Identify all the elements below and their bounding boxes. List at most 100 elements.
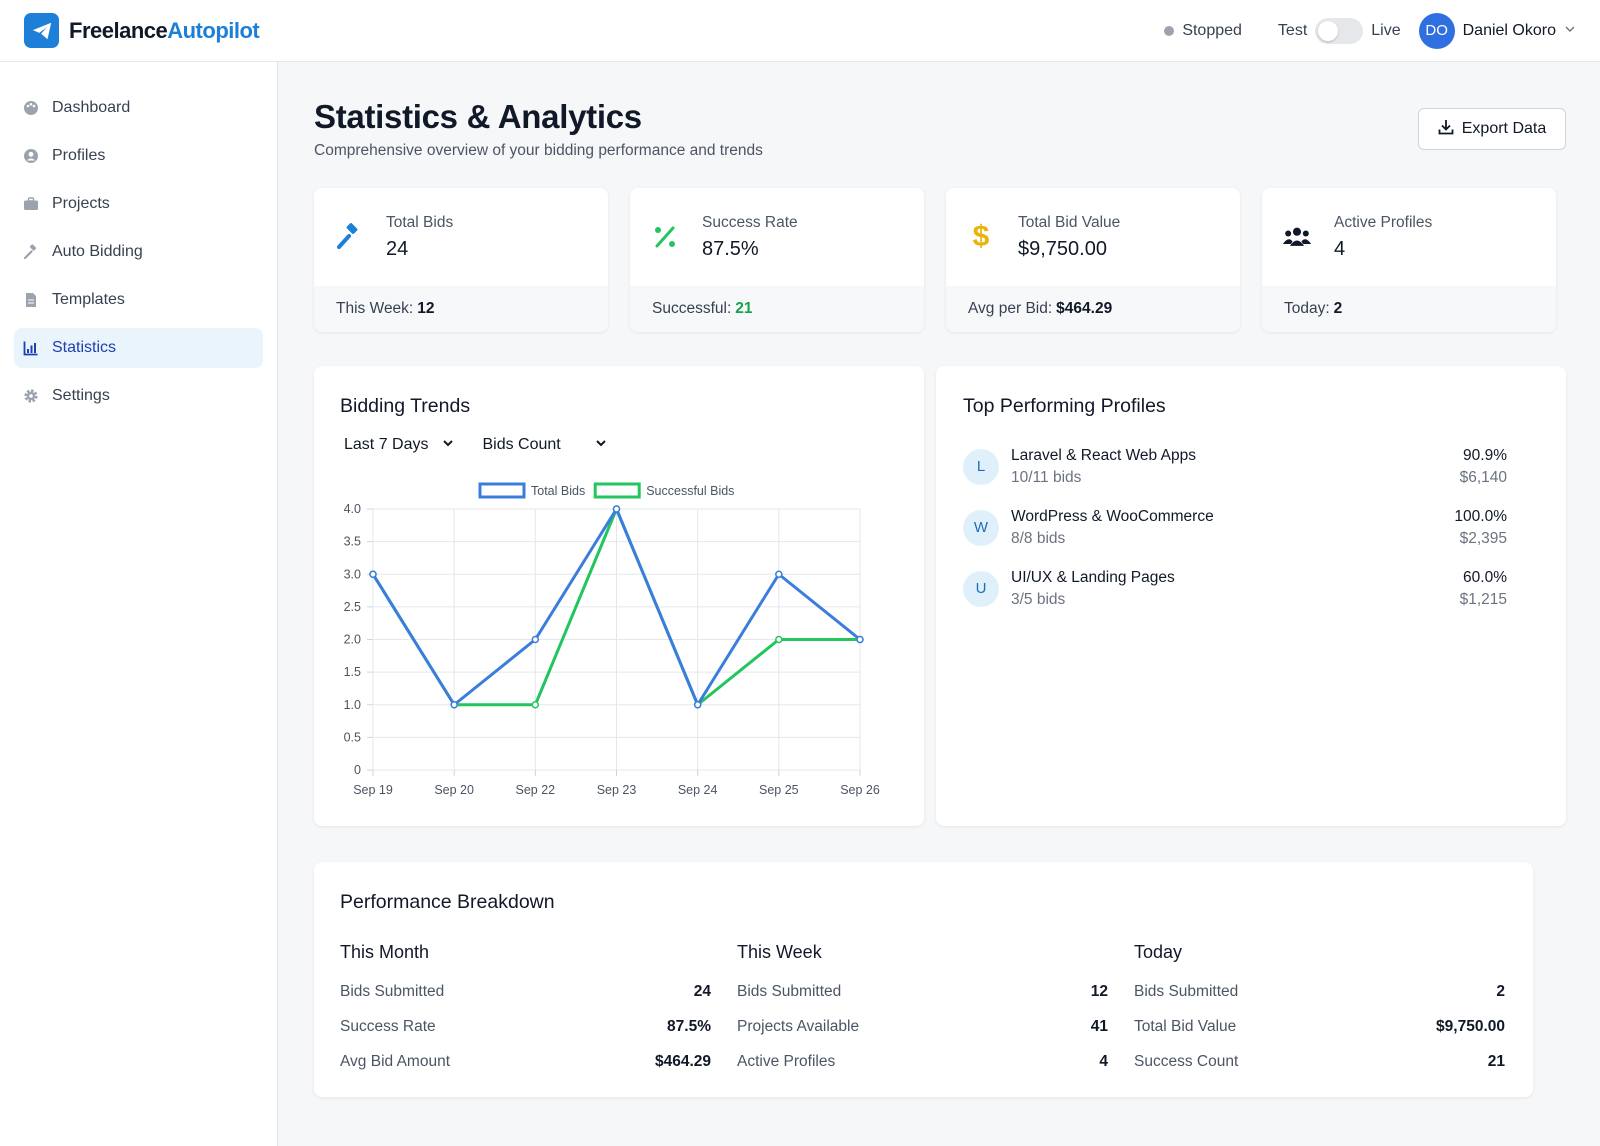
profile-name: UI/UX & Landing Pages <box>1011 568 1175 586</box>
paper-plane-icon <box>24 13 59 48</box>
stat-value: 24 <box>386 237 409 260</box>
sidebar-item-auto-bidding[interactable]: Auto Bidding <box>14 232 263 272</box>
chevron-down-icon <box>442 436 454 454</box>
x-tick-label: Sep 25 <box>759 783 799 797</box>
profile-list: L Laravel & React Web Apps 10/11 bids 90… <box>963 436 1507 619</box>
sidebar-item-label: Dashboard <box>52 99 131 116</box>
briefcase-icon <box>22 196 39 213</box>
page-subtitle: Comprehensive overview of your bidding p… <box>314 142 763 159</box>
sidebar-item-dashboard[interactable]: Dashboard <box>14 88 263 128</box>
profile-bids: 10/11 bids <box>1011 468 1082 486</box>
breakdown-value: 12 <box>1090 982 1108 1000</box>
stat-foot-label: Successful: <box>652 300 732 317</box>
stat-label: Active Profiles <box>1334 213 1433 231</box>
dollar-icon: $ <box>972 220 990 253</box>
list-item[interactable]: W WordPress & WooCommerce 8/8 bids 100.0… <box>963 497 1507 558</box>
users-icon <box>1282 222 1312 252</box>
stat-foot-value: 21 <box>735 300 753 317</box>
stat-value: $9,750.00 <box>1018 237 1107 260</box>
sidebar-item-profiles[interactable]: Profiles <box>14 136 263 176</box>
breakdown-column-title: This Week <box>737 942 822 962</box>
stat-foot-label: Today: <box>1284 300 1330 317</box>
stat-card-total-bid-value: $ Total Bid Value $9,750.00 Avg per Bid:… <box>946 188 1240 332</box>
breakdown-row: Active Profiles 4 <box>737 1044 1108 1079</box>
sidebar-item-settings[interactable]: Settings <box>14 376 263 416</box>
metric-select-value: Bids Count <box>482 436 561 453</box>
sidebar-item-label: Statistics <box>52 339 117 356</box>
status-label: Stopped <box>1182 21 1242 39</box>
performance-breakdown-card: Performance Breakdown This Month Bids Su… <box>314 862 1533 1097</box>
profile-value: $1,215 <box>1459 590 1507 608</box>
breakdown-value: 24 <box>693 982 711 1000</box>
mode-live-label: Live <box>1371 21 1401 39</box>
download-icon <box>1438 119 1454 140</box>
y-tick-label: 0.5 <box>344 730 361 744</box>
profile-rate: 90.9% <box>1463 446 1507 464</box>
legend-swatch <box>593 482 641 499</box>
list-item[interactable]: L Laravel & React Web Apps 10/11 bids 90… <box>963 436 1507 497</box>
breakdown-value: 41 <box>1090 1017 1108 1035</box>
export-data-button[interactable]: Export Data <box>1418 108 1566 150</box>
breakdown-row: Success Count 21 <box>1134 1044 1505 1079</box>
sidebar-item-projects[interactable]: Projects <box>14 184 263 224</box>
chevron-down-icon <box>1564 22 1576 40</box>
top-profiles-card: Top Performing Profiles L Laravel & Reac… <box>936 366 1566 826</box>
mode-test-label: Test <box>1277 21 1308 39</box>
stat-card-total-bids: Total Bids 24 This Week: 12 <box>314 188 608 332</box>
top-profiles-title: Top Performing Profiles <box>963 395 1166 417</box>
x-tick-label: Sep 20 <box>434 783 474 797</box>
stat-cards: Total Bids 24 This Week: 12 Success Rate … <box>314 188 1566 332</box>
top-header: FreelanceAutopilot Stopped Test Live DO … <box>0 0 1600 62</box>
breakdown-value: 21 <box>1487 1052 1505 1070</box>
legend-label: Successful Bids <box>646 484 734 498</box>
profile-rate: 100.0% <box>1454 507 1507 525</box>
data-point <box>531 635 540 644</box>
stat-label: Total Bid Value <box>1018 213 1121 231</box>
y-tick-label: 0 <box>354 763 361 777</box>
metric-select[interactable]: Bids Count <box>478 436 610 454</box>
profile-bids: 8/8 bids <box>1011 529 1066 547</box>
data-point <box>531 701 540 709</box>
sidebar-item-label: Projects <box>52 195 110 212</box>
bot-status: Stopped <box>1164 22 1242 40</box>
data-point <box>856 635 864 644</box>
profile-avatar: U <box>963 570 999 607</box>
breakdown-value: 87.5% <box>667 1017 711 1035</box>
file-icon <box>22 292 39 309</box>
sidebar: Dashboard Profiles Projects Auto Bidding… <box>0 62 278 1146</box>
breakdown-value: $9,750.00 <box>1436 1017 1505 1035</box>
y-tick-label: 1.0 <box>344 698 361 712</box>
chart-icon <box>22 340 39 357</box>
breakdown-label: Total Bid Value <box>1134 1017 1237 1035</box>
sidebar-item-templates[interactable]: Templates <box>14 280 263 320</box>
y-tick-label: 2.5 <box>344 600 361 614</box>
user-name: Daniel Okoro <box>1462 21 1556 39</box>
breakdown-row: Success Rate 87.5% <box>340 1009 711 1044</box>
palette-icon <box>22 100 39 117</box>
data-point <box>775 635 783 644</box>
stat-value: 4 <box>1334 237 1346 260</box>
x-tick-label: Sep 26 <box>840 783 880 797</box>
user-circle-icon <box>22 148 39 165</box>
breakdown-label: Bids Submitted <box>737 982 842 1000</box>
sidebar-item-statistics[interactable]: Statistics <box>14 328 263 368</box>
y-tick-label: 4.0 <box>344 502 361 516</box>
list-item[interactable]: U UI/UX & Landing Pages 3/5 bids 60.0% $… <box>963 558 1507 619</box>
legend-swatch <box>478 482 526 499</box>
stat-card-success-rate: Success Rate 87.5% Successful: 21 <box>630 188 924 332</box>
range-select[interactable]: Last 7 Days <box>340 436 458 454</box>
avatar: DO <box>1418 12 1455 49</box>
app-logo[interactable]: FreelanceAutopilot <box>24 13 260 48</box>
breakdown-column-month: This Month Bids Submitted 24 Success Rate… <box>340 942 711 1079</box>
user-menu[interactable]: DO Daniel Okoro <box>1418 12 1576 49</box>
profile-name: Laravel & React Web Apps <box>1011 446 1196 464</box>
page-title: Statistics & Analytics <box>314 98 642 135</box>
sidebar-item-label: Auto Bidding <box>52 243 143 260</box>
breakdown-column-title: Today <box>1134 942 1183 962</box>
gavel-icon <box>22 244 39 261</box>
breakdown-label: Bids Submitted <box>340 982 445 1000</box>
breakdown-label: Bids Submitted <box>1134 982 1239 1000</box>
x-tick-label: Sep 22 <box>516 783 556 797</box>
sidebar-item-label: Profiles <box>52 147 106 164</box>
mode-toggle[interactable] <box>1315 17 1364 44</box>
